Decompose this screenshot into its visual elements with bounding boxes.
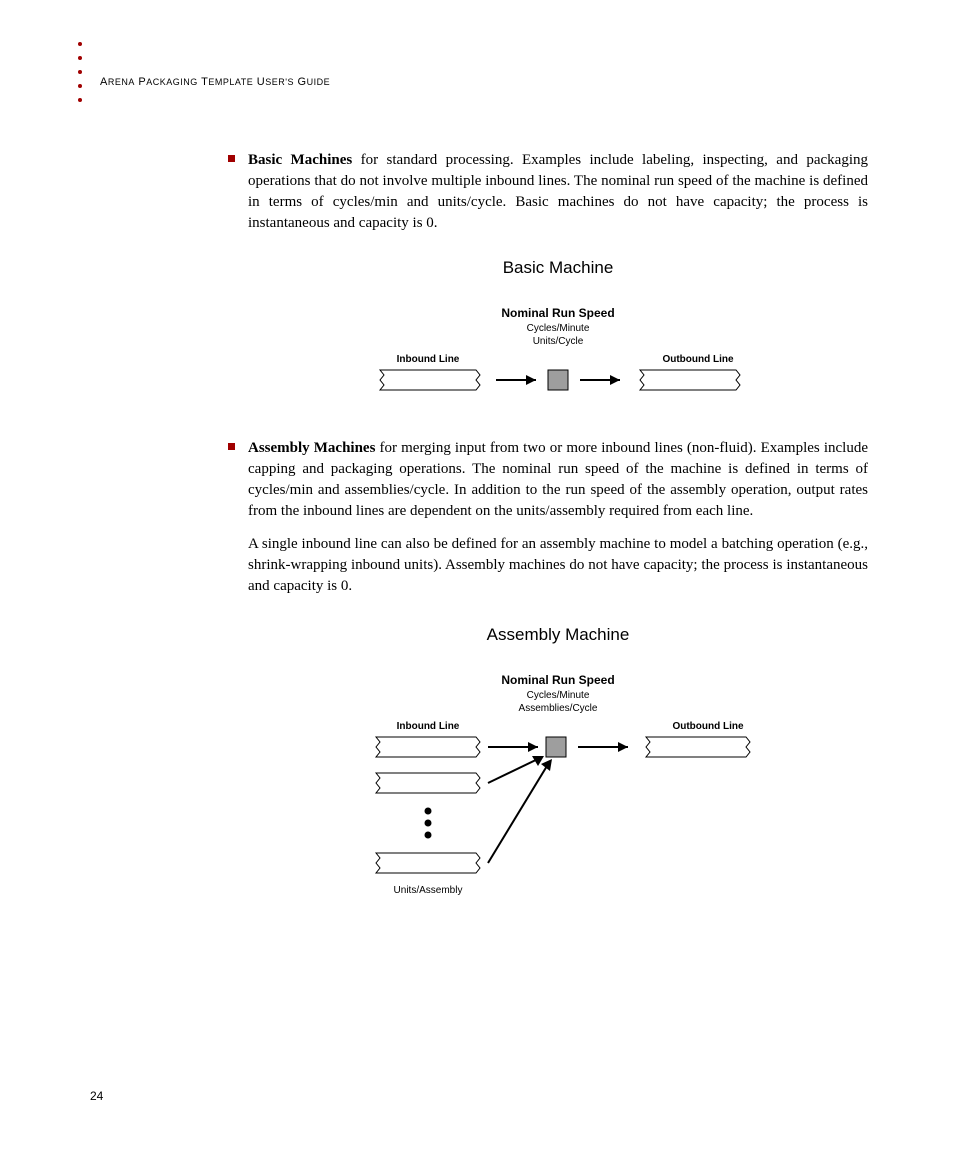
diagram1-speed-line1: Cycles/Minute — [248, 322, 868, 335]
ellipsis-dot-icon — [425, 820, 432, 827]
inbound-line-box — [380, 370, 480, 390]
arrow-head-icon — [528, 742, 538, 752]
bold-lead: Assembly Machines — [248, 440, 375, 456]
bullet-dot — [78, 98, 82, 102]
square-bullet-icon — [228, 155, 235, 162]
bullet-dot — [78, 70, 82, 74]
arrow-head-icon — [541, 759, 552, 771]
diagram2-speed-line2: Assemblies/Cycle — [248, 702, 868, 715]
machine-box — [546, 737, 566, 757]
page-number: 24 — [90, 1089, 103, 1103]
inbound-line-box — [376, 773, 480, 793]
bullet-dot — [78, 84, 82, 88]
content-column: Basic Machines for standard processing. … — [248, 150, 868, 925]
inbound-label: Inbound Line — [397, 721, 460, 732]
basic-machine-diagram: Inbound Line Outbound Line — [348, 348, 768, 418]
outbound-label: Outbound Line — [672, 721, 744, 732]
assembly-machine-diagram: Inbound Line Outbound Line Units/Assembl… — [328, 715, 788, 925]
bullet-paragraph-basic: Basic Machines for standard processing. … — [248, 150, 868, 234]
arrow-head-icon — [526, 375, 536, 385]
diagram1-title: Basic Machine — [248, 258, 868, 278]
bullet-dot — [78, 56, 82, 60]
bullet-dot — [78, 42, 82, 46]
outbound-label: Outbound Line — [662, 354, 734, 365]
arrow-head-icon — [610, 375, 620, 385]
inbound-line-box — [376, 737, 480, 757]
document-page: ARENA PACKAGING TEMPLATE USER'S GUIDE Ba… — [0, 0, 954, 1163]
page-header: ARENA PACKAGING TEMPLATE USER'S GUIDE — [100, 76, 330, 88]
bullet-paragraph-assembly: Assembly Machines for merging input from… — [248, 438, 868, 522]
units-assembly-label: Units/Assembly — [394, 885, 463, 896]
diagram2-title: Assembly Machine — [248, 625, 868, 645]
arrow-line — [488, 761, 550, 863]
diagram2-subtitle: Nominal Run Speed — [248, 673, 868, 687]
diagram2-speed-line1: Cycles/Minute — [248, 689, 868, 702]
side-bullet-column — [78, 42, 82, 102]
inbound-label: Inbound Line — [397, 354, 460, 365]
ellipsis-dot-icon — [425, 808, 432, 815]
outbound-line-box — [646, 737, 750, 757]
paragraph-assembly-extra: A single inbound line can also be define… — [248, 534, 868, 597]
diagram1-speed-line2: Units/Cycle — [248, 335, 868, 348]
ellipsis-dot-icon — [425, 832, 432, 839]
diagram1-subtitle: Nominal Run Speed — [248, 306, 868, 320]
square-bullet-icon — [228, 443, 235, 450]
arrow-head-icon — [618, 742, 628, 752]
arrow-line — [488, 757, 542, 783]
outbound-line-box — [640, 370, 740, 390]
inbound-line-box — [376, 853, 480, 873]
bold-lead: Basic Machines — [248, 152, 352, 168]
machine-box — [548, 370, 568, 390]
